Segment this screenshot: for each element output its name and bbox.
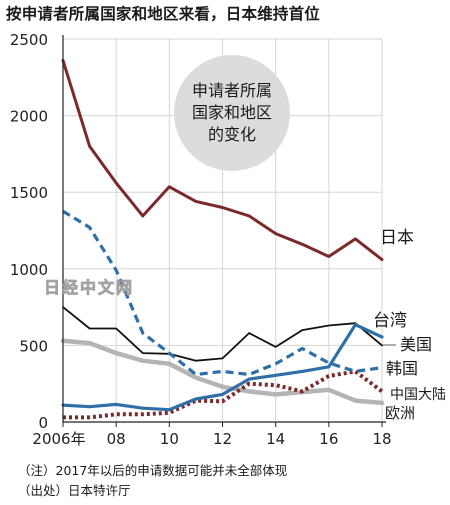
series-line-日本 — [61, 58, 384, 262]
y-tick-label: 2000 — [10, 108, 48, 126]
series-line-台湾 — [62, 306, 383, 362]
y-tick-label: 1500 — [10, 184, 48, 202]
y-tick-label: 2500 — [10, 31, 48, 49]
watermark: 日经中文网 — [44, 278, 134, 298]
x-tick-label: 14 — [266, 430, 285, 448]
y-tick-label: 500 — [19, 337, 48, 355]
series-label: 韩国 — [386, 359, 418, 378]
x-tick-label: 16 — [319, 430, 338, 448]
y-tick-label: 0 — [38, 414, 48, 432]
series-line-韩国 — [62, 209, 383, 377]
series-line-中国大陆 — [63, 369, 384, 420]
y-tick-label: 1000 — [10, 261, 48, 279]
series-label: 美国 — [400, 335, 432, 354]
series-label: 台湾 — [373, 311, 407, 331]
axes: 0 500 1000 1500 2000 2500 2006年 08 10 12 14 16 18 — [10, 31, 392, 448]
source-note: （出处）日本特许厅 — [18, 483, 131, 498]
series-line-欧洲 — [60, 338, 385, 406]
bubble-text: 的变化 — [208, 125, 256, 144]
bubble-text: 国家和地区 — [192, 103, 272, 122]
x-tick-label: 12 — [213, 430, 232, 448]
x-tick-label: 2006年 — [32, 430, 85, 448]
footnote: （注）2017年以后的申请数据可能并未全部体现 — [18, 463, 288, 478]
series-label: 中国大陆 — [390, 387, 446, 403]
x-tick-label: 10 — [160, 430, 179, 448]
x-tick-label: 18 — [372, 430, 391, 448]
series-label: 欧洲 — [385, 404, 415, 422]
bubble-text: 申请者所属 — [192, 81, 272, 100]
series-line-美国 — [61, 323, 384, 412]
watermark-text: 日经中文网 — [44, 278, 134, 297]
series-lines — [60, 58, 385, 420]
series-label: 日本 — [380, 228, 414, 248]
chart-title: 按申请者所属国家和地区来看，日本维持首位 — [6, 5, 321, 23]
x-tick-label: 08 — [107, 430, 126, 448]
bubble-circle — [174, 55, 290, 171]
